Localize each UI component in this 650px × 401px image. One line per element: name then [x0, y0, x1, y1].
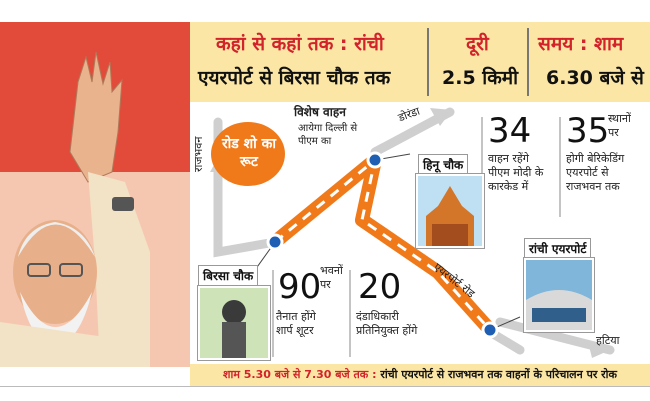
barricade-text-5: राजभवन तक [566, 180, 620, 193]
ranchi-airport-photo [524, 258, 594, 332]
magistrate-text-2: प्रतिनियुक्त होंगे [356, 324, 418, 337]
route-label: कहां से कहां तक : रांची [216, 33, 384, 55]
route-map: रोड शो का रूट विशेष वाहन आयेगा दिल्ली से… [190, 102, 650, 364]
vehicles-text-2: पीएम मोदी के [488, 166, 544, 179]
road-show-badge: रोड शो का रूट [221, 136, 277, 170]
special-vehicle-title: विशेष वाहन [294, 105, 346, 119]
route-info-header: कहां से कहां तक : रांची एयरपोर्ट से बिरस… [190, 22, 650, 102]
route-map-drawing [210, 107, 615, 358]
hinoo-chowk-label: हिनू चौक [418, 154, 469, 175]
road-label-hatia: हटिया [596, 334, 620, 347]
traffic-notice: शाम 5.30 बजे से 7.30 बजे तक : रांची एयरप… [190, 364, 650, 386]
barricade-text-2: पर [608, 126, 619, 139]
shooters-text-2: पर [320, 278, 331, 291]
road-label-rajbhavan: राजभवन [192, 136, 205, 172]
barricade-count: 35 [566, 111, 610, 151]
vehicles-text-3: कारकेड में [488, 180, 529, 193]
barricade-text-1: स्थानों [608, 112, 631, 125]
vehicles-text-1: वाहन रहेंगे [488, 152, 529, 165]
birsa-chowk-photo [198, 286, 270, 360]
ranchi-airport-label: रांची एयरपोर्ट [524, 238, 592, 259]
bottom-strip [0, 386, 650, 401]
notice-text: रांची एयरपोर्ट से राजभवन तक वाहनों के पर… [380, 368, 617, 381]
shooters-text-3: तैनात होंगे [276, 310, 316, 323]
distance-value: 2.5 किमी [442, 67, 519, 89]
magistrate-count: 20 [358, 267, 402, 307]
pm-photo [0, 22, 190, 367]
distance-label: दूरी [466, 33, 489, 55]
hinoo-chowk-photo [416, 174, 484, 248]
time-label: समय : शाम [538, 33, 624, 55]
notice-time-span: शाम 5.30 बजे से 7.30 बजे तक [223, 368, 369, 381]
shooters-text-4: शार्प शूटर [276, 324, 314, 337]
barricade-text-3: होगी बेरिकेडिंग [566, 152, 625, 165]
route-value: एयरपोर्ट से बिरसा चौक तक [198, 67, 391, 89]
special-vehicle-text: आयेगा दिल्ली से पीएम का [298, 123, 358, 147]
barricade-text-4: एयरपोर्ट से [566, 166, 609, 179]
birsa-chowk-label: बिरसा चौक [198, 265, 259, 286]
time-value: 6.30 बजे से [546, 67, 644, 89]
vehicles-count: 34 [488, 111, 532, 151]
magistrate-text-1: दंडाधिकारी [356, 310, 399, 323]
shooters-text-1: भवनों [320, 264, 343, 277]
shooters-count: 90 [278, 267, 322, 307]
